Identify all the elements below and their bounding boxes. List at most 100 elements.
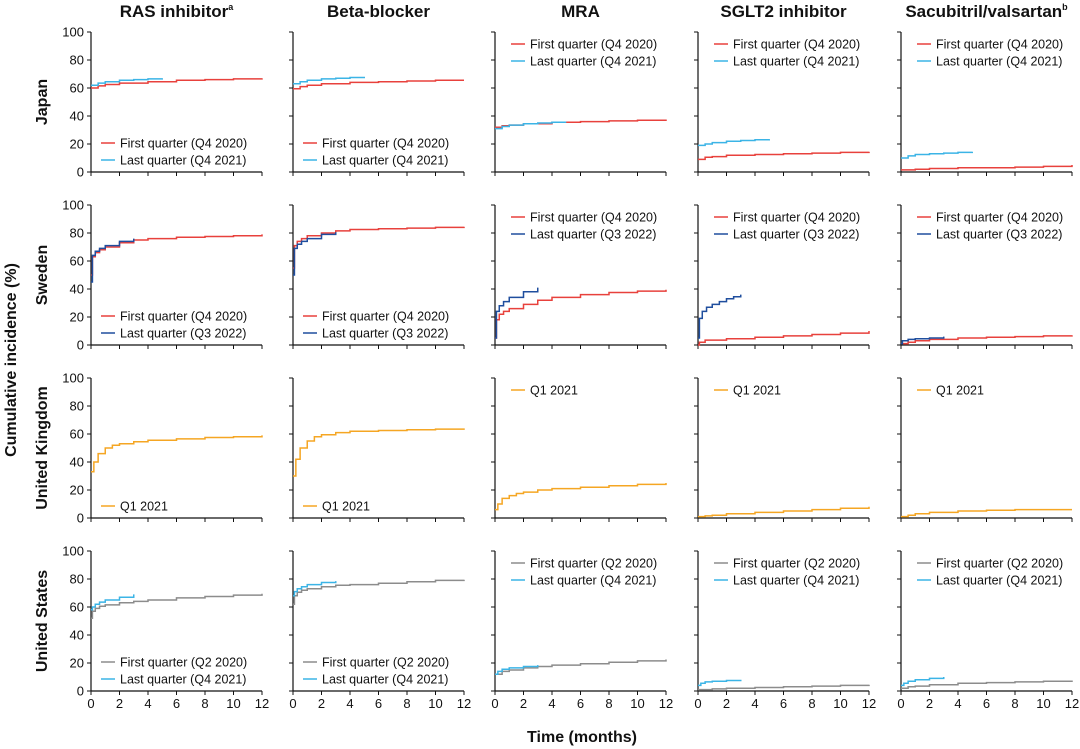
panel-united-kingdom-mra: Q1 2021 [491, 377, 667, 522]
y-tick-label: 100 [62, 25, 84, 40]
legend-label: Last quarter (Q3 2022) [120, 327, 246, 341]
series-line-last-quarter-q4-2021 [901, 677, 945, 687]
legend: First quarter (Q2 2020) Last quarter (Q4 … [511, 557, 657, 588]
x-tick-label: 10 [630, 696, 644, 711]
x-tick-label: 6 [375, 696, 382, 711]
x-tick-label: 10 [1036, 696, 1050, 711]
panel-sweden-ras-inhibitor: 0 20 40 60 80 100 First quarter (Q4 2020) Last … [62, 198, 263, 353]
row-title-japan: Japan [34, 79, 51, 125]
legend-label: First quarter (Q4 2020) [733, 211, 860, 225]
column-title-sacubitril-valsartan: Sacubitril/valsartanb [905, 2, 1068, 21]
series-line-last-quarter-q4-2021 [91, 78, 163, 86]
x-tick-label: 2 [723, 696, 730, 711]
x-tick-label: 8 [403, 696, 410, 711]
legend: First quarter (Q4 2020) Last quarter (Q4 … [303, 137, 449, 168]
series-line-last-quarter-q4-2021 [495, 665, 539, 675]
legend-label: First quarter (Q4 2020) [530, 211, 657, 225]
legend: First quarter (Q2 2020) Last quarter (Q4 … [714, 557, 860, 588]
series-line-first-quarter-q4-2020 [293, 226, 465, 269]
series-line-last-quarter-q4-2021 [293, 76, 365, 85]
y-tick-label: 100 [62, 544, 84, 559]
legend: First quarter (Q4 2020) Last quarter (Q4 … [714, 38, 860, 69]
row-titles: Japan Sweden United Kingdom United States [34, 79, 51, 672]
legend-label: Last quarter (Q3 2022) [322, 327, 448, 341]
series-line-last-quarter-q4-2021 [901, 151, 973, 159]
x-axis-title: Time (months) [527, 729, 637, 746]
column-title-superscript: a [228, 2, 234, 12]
y-tick-label: 60 [70, 427, 84, 442]
x-tick-label: 4 [144, 696, 151, 711]
y-tick-label: 20 [70, 656, 84, 671]
y-axis-title: Cumulative incidence (%) [3, 263, 20, 457]
y-tick-label: 80 [70, 53, 84, 68]
panel-united-kingdom-beta-blocker: Q1 2021 [289, 377, 465, 522]
legend-label: First quarter (Q2 2020) [120, 656, 247, 670]
y-tick-label: 60 [70, 81, 84, 96]
legend-label: First quarter (Q4 2020) [530, 38, 657, 52]
series-line-first-quarter-q4-2020 [495, 289, 667, 339]
legend-label: Last quarter (Q4 2021) [120, 673, 246, 687]
panel-sweden-sglt2-inhibitor: First quarter (Q4 2020) Last quarter (Q3 … [694, 204, 870, 349]
y-tick-label: 100 [62, 198, 84, 213]
series-line-q1-2021 [293, 428, 465, 477]
x-tick-label: 8 [201, 696, 208, 711]
panel-united-kingdom-sacubitril-valsartan: Q1 2021 [897, 377, 1073, 522]
x-tick-label: 8 [605, 696, 612, 711]
x-tick-label: 10 [226, 696, 240, 711]
series-line-q1-2021 [698, 506, 870, 518]
series-line-last-quarter-q4-2021 [495, 121, 567, 130]
legend: Q1 2021 [714, 384, 781, 398]
column-title-ras-inhibitor: RAS inhibitora [120, 2, 235, 21]
panel-japan-sglt2-inhibitor: First quarter (Q4 2020) Last quarter (Q4 … [694, 31, 870, 176]
column-title-beta-blocker: Beta-blocker [327, 2, 430, 21]
legend: First quarter (Q2 2020) Last quarter (Q4 … [101, 656, 247, 687]
series-line-first-quarter-q2-2020 [495, 659, 667, 675]
legend-label: Last quarter (Q4 2021) [936, 574, 1062, 588]
x-tick-label: 0 [87, 696, 94, 711]
series-line-q1-2021 [91, 435, 263, 473]
panel-japan-sacubitril-valsartan: First quarter (Q4 2020) Last quarter (Q4 … [897, 31, 1073, 176]
x-tick-label: 4 [751, 696, 758, 711]
series-line-first-quarter-q4-2020 [698, 331, 870, 346]
x-tick-label: 6 [577, 696, 584, 711]
series-line-last-quarter-q3-2022 [91, 238, 135, 283]
series-line-first-quarter-q4-2020 [901, 165, 1073, 171]
panel-japan-ras-inhibitor: 0 20 40 60 80 100 First quarter (Q4 2020) Last … [62, 25, 263, 180]
legend: Q1 2021 [303, 500, 370, 514]
legend: First quarter (Q4 2020) Last quarter (Q3 … [714, 211, 860, 242]
legend-label: Last quarter (Q3 2022) [530, 228, 656, 242]
panel-united-states-ras-inhibitor: 0 20 40 60 80 100 0 2 4 6 8 10 12 First quarter (Q2 2… [62, 544, 269, 712]
legend-label: Q1 2021 [120, 500, 168, 514]
legend-label: Last quarter (Q4 2021) [530, 55, 656, 69]
y-tick-label: 40 [70, 282, 84, 297]
series-line-last-quarter-q4-2021 [698, 139, 770, 147]
legend-label: Last quarter (Q3 2022) [733, 228, 859, 242]
y-tick-label: 60 [70, 600, 84, 615]
legend: First quarter (Q4 2020) Last quarter (Q4 … [917, 38, 1063, 69]
legend-label: Last quarter (Q3 2022) [936, 228, 1062, 242]
series-line-last-quarter-q3-2022 [901, 336, 945, 345]
y-tick-label: 80 [70, 399, 84, 414]
y-tick-label: 80 [70, 226, 84, 241]
y-tick-label: 40 [70, 455, 84, 470]
series-line-last-quarter-q3-2022 [293, 232, 337, 276]
legend-label: Last quarter (Q4 2021) [120, 154, 246, 168]
legend-label: First quarter (Q4 2020) [733, 38, 860, 52]
legend-label: Last quarter (Q4 2021) [733, 55, 859, 69]
column-title-superscript: b [1062, 2, 1068, 12]
legend: First quarter (Q2 2020) Last quarter (Q4 … [917, 557, 1063, 588]
panel-united-kingdom-sglt2-inhibitor: Q1 2021 [694, 377, 870, 522]
series-line-last-quarter-q4-2021 [293, 581, 337, 597]
x-tick-label: 10 [428, 696, 442, 711]
y-tick-label: 0 [77, 165, 84, 180]
row-title-united-kingdom: United Kingdom [34, 386, 51, 510]
legend-label: First quarter (Q2 2020) [322, 656, 449, 670]
legend-label: First quarter (Q4 2020) [322, 137, 449, 151]
legend-label: Q1 2021 [322, 500, 370, 514]
y-tick-label: 20 [70, 137, 84, 152]
y-tick-label: 80 [70, 572, 84, 587]
legend-label: First quarter (Q4 2020) [120, 137, 247, 151]
series-line-q1-2021 [901, 508, 1072, 518]
panel-united-kingdom-ras-inhibitor: 0 20 40 60 80 100 Q1 2021 [62, 371, 263, 526]
